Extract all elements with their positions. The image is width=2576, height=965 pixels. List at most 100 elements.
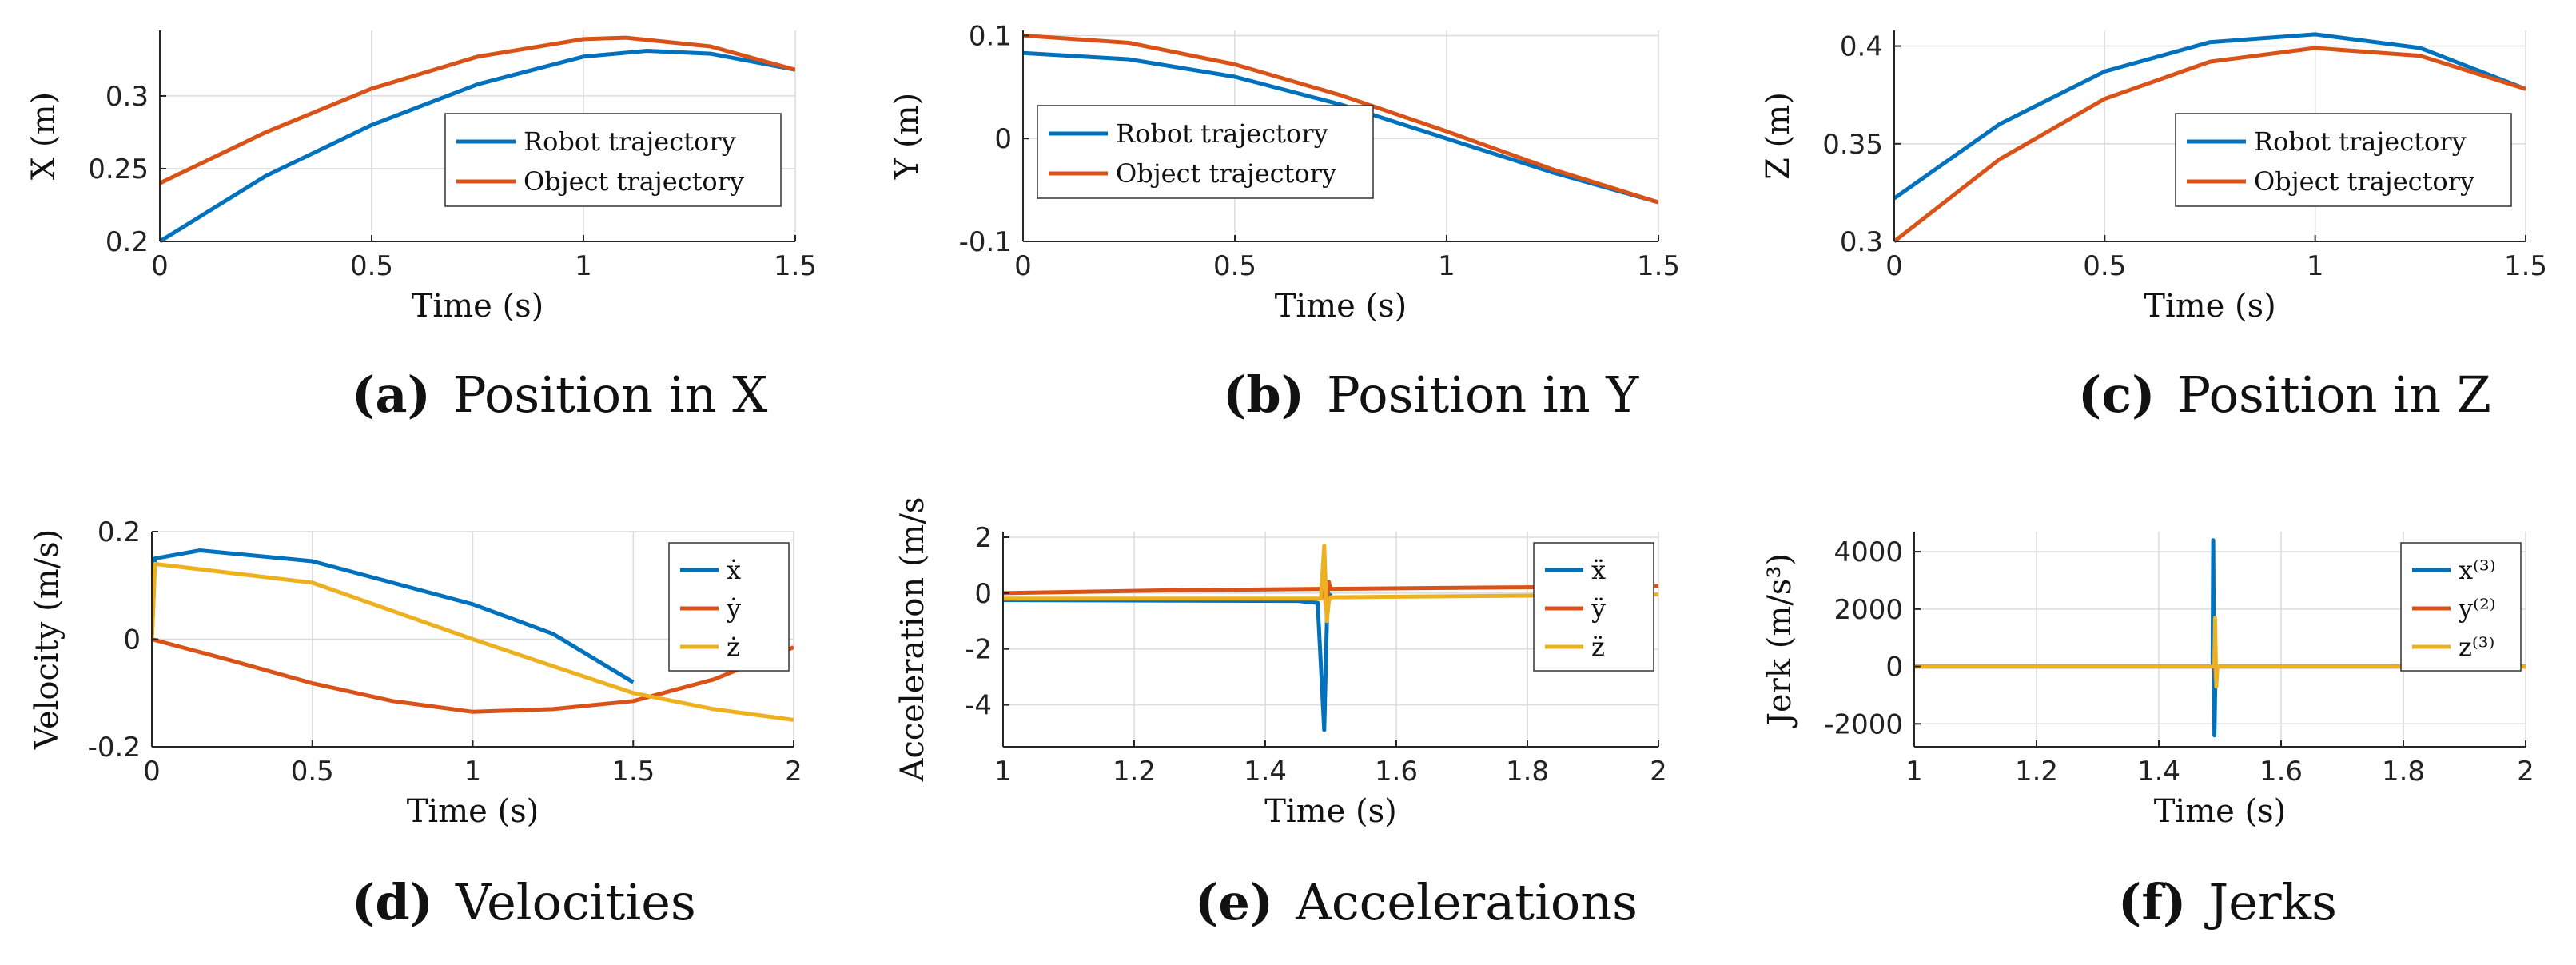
- x-tick-label: 1.8: [1506, 756, 1549, 788]
- series-line-d-2: [152, 561, 794, 722]
- x-tick-label: 1.5: [774, 250, 817, 282]
- x-tick-label: 0.5: [1213, 250, 1256, 282]
- x-tick-label: 1: [1438, 250, 1455, 282]
- caption-letter: (f): [2118, 873, 2186, 931]
- series-line-a-1: [160, 35, 795, 185]
- y-axis-label: Velocity (m/s): [29, 529, 66, 751]
- caption-text: Position in Y: [1327, 365, 1639, 424]
- y-tick-label: -0.2: [88, 732, 141, 764]
- y-axis-label: X (m): [26, 92, 62, 180]
- legend-entry: ẍ: [1591, 555, 1606, 585]
- y-axis-label: Acceleration (m/s: [894, 497, 931, 783]
- x-tick-label: 1.4: [1244, 756, 1287, 788]
- legend-entry: ẋ: [727, 555, 741, 585]
- y-tick-label: 0: [974, 578, 992, 610]
- legend-entry: Robot trajectory: [1116, 118, 1328, 149]
- caption-text: Velocities: [455, 873, 696, 931]
- series-line-c-1: [1894, 46, 2526, 243]
- legend-box: [2175, 113, 2512, 207]
- x-tick-label: 1.5: [2504, 250, 2547, 282]
- panel-caption: (e) Accelerations: [1195, 873, 1638, 931]
- x-tick-label: 0.5: [2083, 250, 2126, 282]
- x-tick-label: 0: [1014, 250, 1032, 282]
- x-tick-label: 1.5: [611, 756, 655, 788]
- legend-c: Robot trajectory Object trajectory: [2175, 113, 2512, 207]
- series-line-f-2: [1914, 616, 2526, 689]
- y-tick-label: 0.3: [1840, 226, 1883, 258]
- panel-f: 1 1.2 1.4 1.6 1.8 2 -2000 0 2000 4000 Time (s) Jerk…: [1762, 532, 2534, 931]
- legend-entry: ẏ: [726, 593, 741, 624]
- panel-e: 1 1.2 1.4 1.6 1.8 2 -4 -2 0 2 Time (s) Acceleration…: [894, 497, 1667, 931]
- x-axis-label: Time (s): [2154, 793, 2287, 830]
- legend-entry: z⁽³⁾: [2459, 632, 2494, 662]
- y-tick-label: 0.3: [106, 81, 149, 113]
- panel-caption: (b) Position in Y: [1223, 365, 1639, 424]
- x-tick-label: 1: [1905, 756, 1923, 788]
- x-axis-label: Time (s): [1264, 793, 1397, 830]
- series-line-a-0: [160, 49, 795, 244]
- panel-c: 0 0.5 1 1.5 0.3 0.35 0.4 Time (s) Z (m) Robot tra…: [1760, 30, 2547, 424]
- x-tick-label: 1.6: [2259, 756, 2303, 788]
- y-tick-label: 0: [123, 624, 141, 656]
- x-tick-label: 1: [2307, 250, 2324, 282]
- x-tick-label: 2: [1650, 756, 1667, 788]
- series-line-e-0: [1003, 592, 1333, 732]
- y-tick-label: 4000: [1833, 536, 1903, 568]
- x-axis-label: Time (s): [407, 793, 539, 830]
- x-tick-label: 1: [994, 756, 1012, 788]
- x-tick-label: 2: [2517, 756, 2534, 788]
- panel-caption: (a) Position in X: [352, 365, 767, 424]
- x-tick-label: 1: [464, 756, 482, 788]
- legend-entry: x⁽³⁾: [2459, 555, 2496, 585]
- y-tick-label: -2: [965, 634, 992, 666]
- legend-entry: z̈: [1591, 632, 1605, 662]
- panel-caption: (c) Position in Z: [2078, 365, 2491, 424]
- x-tick-label: 0: [151, 250, 169, 282]
- legend-entry: Object trajectory: [1116, 158, 1336, 189]
- series-line-b-0: [1023, 50, 1658, 205]
- y-tick-label: 0.2: [106, 226, 149, 258]
- legend-a: Robot trajectory Object trajectory: [444, 113, 782, 207]
- caption-letter: (d): [352, 873, 433, 931]
- x-tick-label: 1: [575, 250, 592, 282]
- caption-letter: (a): [352, 365, 431, 424]
- y-tick-label: 2: [974, 522, 992, 554]
- series-line-e-2: [1003, 544, 1658, 624]
- series-line-c-0: [1894, 32, 2526, 201]
- x-tick-label: 1.8: [2382, 756, 2425, 788]
- legend-entry: ÿ: [1591, 593, 1606, 624]
- x-tick-label: 0.5: [350, 250, 393, 282]
- legend-entry: Robot trajectory: [2254, 126, 2467, 157]
- x-tick-label: 1.5: [1637, 250, 1680, 282]
- panel-caption: (f) Jerks: [2118, 873, 2337, 931]
- series-line-d-1: [152, 637, 794, 714]
- y-tick-label: 0.1: [969, 20, 1012, 52]
- x-tick-label: 0: [143, 756, 161, 788]
- legend-box: [444, 113, 782, 207]
- y-tick-label: 0.2: [98, 516, 141, 548]
- caption-letter: (c): [2078, 365, 2155, 424]
- y-tick-label: -2000: [1824, 708, 1903, 740]
- y-tick-label: 0: [1885, 652, 1903, 684]
- x-tick-label: 2: [785, 756, 802, 788]
- y-tick-label: -4: [965, 690, 992, 722]
- x-tick-label: 1.6: [1375, 756, 1418, 788]
- legend-entry: ż: [727, 632, 740, 662]
- y-tick-label: 2000: [1833, 594, 1903, 626]
- legend-box: [1037, 105, 1374, 199]
- y-axis-label: Y (m): [889, 93, 926, 180]
- x-axis-label: Time (s): [1275, 288, 1407, 325]
- x-tick-label: 1.2: [1113, 756, 1156, 788]
- legend-b: Robot trajectory Object trajectory: [1037, 105, 1374, 199]
- x-axis-label: Time (s): [2144, 288, 2276, 325]
- legend-entry: Robot trajectory: [524, 126, 736, 157]
- y-tick-label: -0.1: [959, 226, 1012, 258]
- series-line-b-1: [1023, 33, 1658, 205]
- legend-entry: Object trajectory: [524, 166, 744, 197]
- x-tick-label: 0: [1885, 250, 1903, 282]
- y-tick-label: 0: [994, 123, 1012, 155]
- y-axis-label: Jerk (m/s³): [1762, 553, 1798, 728]
